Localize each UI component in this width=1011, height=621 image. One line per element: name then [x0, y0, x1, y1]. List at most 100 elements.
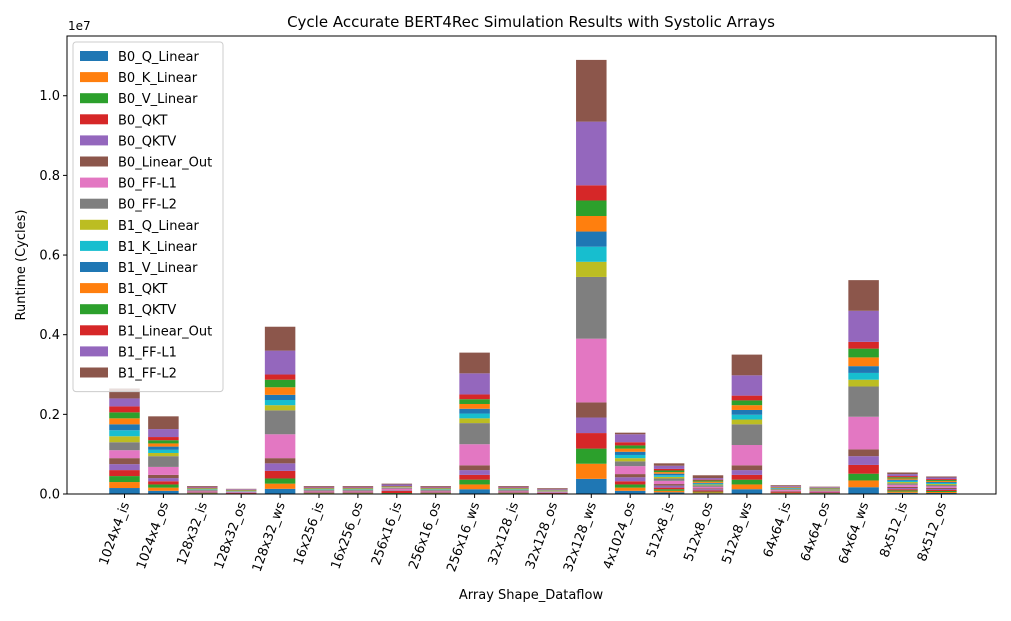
- bar-segment: [459, 465, 490, 470]
- bar-segment: [887, 474, 918, 476]
- legend-swatch: [80, 220, 108, 230]
- legend-label: B0_Linear_Out: [118, 156, 212, 171]
- bar-segment: [848, 386, 879, 416]
- bar-segment: [693, 488, 724, 489]
- bar-segment: [732, 445, 763, 465]
- legend-label: B0_Q_Linear: [118, 50, 199, 65]
- bar-segment: [887, 490, 918, 491]
- bar-segment: [926, 490, 957, 491]
- bar-segment: [459, 394, 490, 399]
- bar-segment: [654, 463, 685, 465]
- bar-segment: [576, 262, 607, 277]
- bar-segment: [809, 487, 840, 488]
- legend-swatch: [80, 135, 108, 145]
- bar-segment: [693, 492, 724, 493]
- bar-segment: [732, 420, 763, 425]
- bar-segment: [576, 247, 607, 262]
- bar-segment: [304, 486, 335, 487]
- bar-segment: [498, 491, 529, 492]
- bar-segment: [732, 396, 763, 401]
- bar-segment: [654, 471, 685, 473]
- bar-segment: [887, 488, 918, 489]
- bar-segment: [226, 489, 257, 490]
- bar-segment: [109, 442, 140, 450]
- legend-swatch: [80, 178, 108, 188]
- bar-segment: [576, 479, 607, 494]
- bar-segment: [576, 277, 607, 339]
- bar-segment: [771, 492, 802, 493]
- bar-segment: [926, 485, 957, 486]
- y-tick-label: 0.4: [39, 328, 60, 343]
- bar-segment: [848, 474, 879, 481]
- bar-segment: [732, 475, 763, 480]
- bar-segment: [693, 480, 724, 481]
- bar-segment: [148, 467, 179, 475]
- bar-segment: [420, 491, 451, 492]
- bar-segment: [382, 484, 413, 485]
- bar-segment: [459, 373, 490, 394]
- bar-segment: [459, 418, 490, 423]
- bar-segment: [187, 486, 218, 487]
- bar-segment: [654, 486, 685, 488]
- y-scale-label: 1e7: [68, 19, 91, 33]
- bar-segment: [771, 485, 802, 486]
- bar-segment: [848, 487, 879, 494]
- bar-segment: [771, 490, 802, 491]
- bar-segment: [265, 463, 296, 471]
- bar-segment: [615, 481, 646, 484]
- bar-segment: [654, 477, 685, 479]
- bar-segment: [420, 487, 451, 488]
- bar-segment: [848, 380, 879, 387]
- bar-segment: [265, 400, 296, 405]
- bar-segment: [109, 464, 140, 470]
- bar-segment: [615, 461, 646, 466]
- bar-segment: [848, 349, 879, 358]
- bar-segment: [926, 482, 957, 483]
- bar-segment: [615, 433, 646, 435]
- bar-segment: [615, 434, 646, 442]
- bar-segment: [343, 490, 374, 491]
- chart-title: Cycle Accurate BERT4Rec Simulation Resul…: [287, 13, 775, 31]
- bar-segment: [304, 490, 335, 491]
- legend-swatch: [80, 199, 108, 209]
- bar-segment: [109, 482, 140, 488]
- bar-segment: [887, 487, 918, 488]
- bar-segment: [848, 465, 879, 474]
- bar-segment: [459, 470, 490, 475]
- bar-segment: [887, 492, 918, 493]
- bar-segment: [654, 478, 685, 480]
- bar-segment: [537, 491, 568, 492]
- bar-segment: [732, 405, 763, 410]
- y-tick-label: 1.0: [39, 89, 60, 104]
- bar-segment: [343, 486, 374, 487]
- bar-segment: [576, 418, 607, 434]
- bar-segment: [732, 470, 763, 475]
- bar-segment: [576, 60, 607, 122]
- bar-segment: [887, 489, 918, 490]
- bar-segment: [576, 402, 607, 417]
- bar-segment: [654, 491, 685, 493]
- y-tick-label: 0.8: [39, 169, 60, 184]
- legend-label: B0_FF-L1: [118, 177, 177, 192]
- bar-segment: [459, 480, 490, 485]
- bar-segment: [654, 474, 685, 476]
- bar-segment: [576, 449, 607, 464]
- bar-segment: [459, 353, 490, 374]
- legend-swatch: [80, 262, 108, 272]
- bar-segment: [693, 485, 724, 487]
- bar-segment: [615, 466, 646, 474]
- bar-segment: [887, 476, 918, 477]
- bar-segment: [148, 488, 179, 491]
- bar-segment: [537, 492, 568, 493]
- bar-segment: [693, 487, 724, 489]
- bar-segment: [693, 484, 724, 485]
- bar-segment: [693, 489, 724, 490]
- bar-segment: [265, 458, 296, 463]
- bar-segment: [654, 488, 685, 490]
- legend-swatch: [80, 368, 108, 378]
- bar-segment: [887, 478, 918, 479]
- legend-swatch: [80, 114, 108, 124]
- bar-segment: [693, 475, 724, 478]
- bar-segment: [576, 232, 607, 247]
- bar-segment: [693, 490, 724, 491]
